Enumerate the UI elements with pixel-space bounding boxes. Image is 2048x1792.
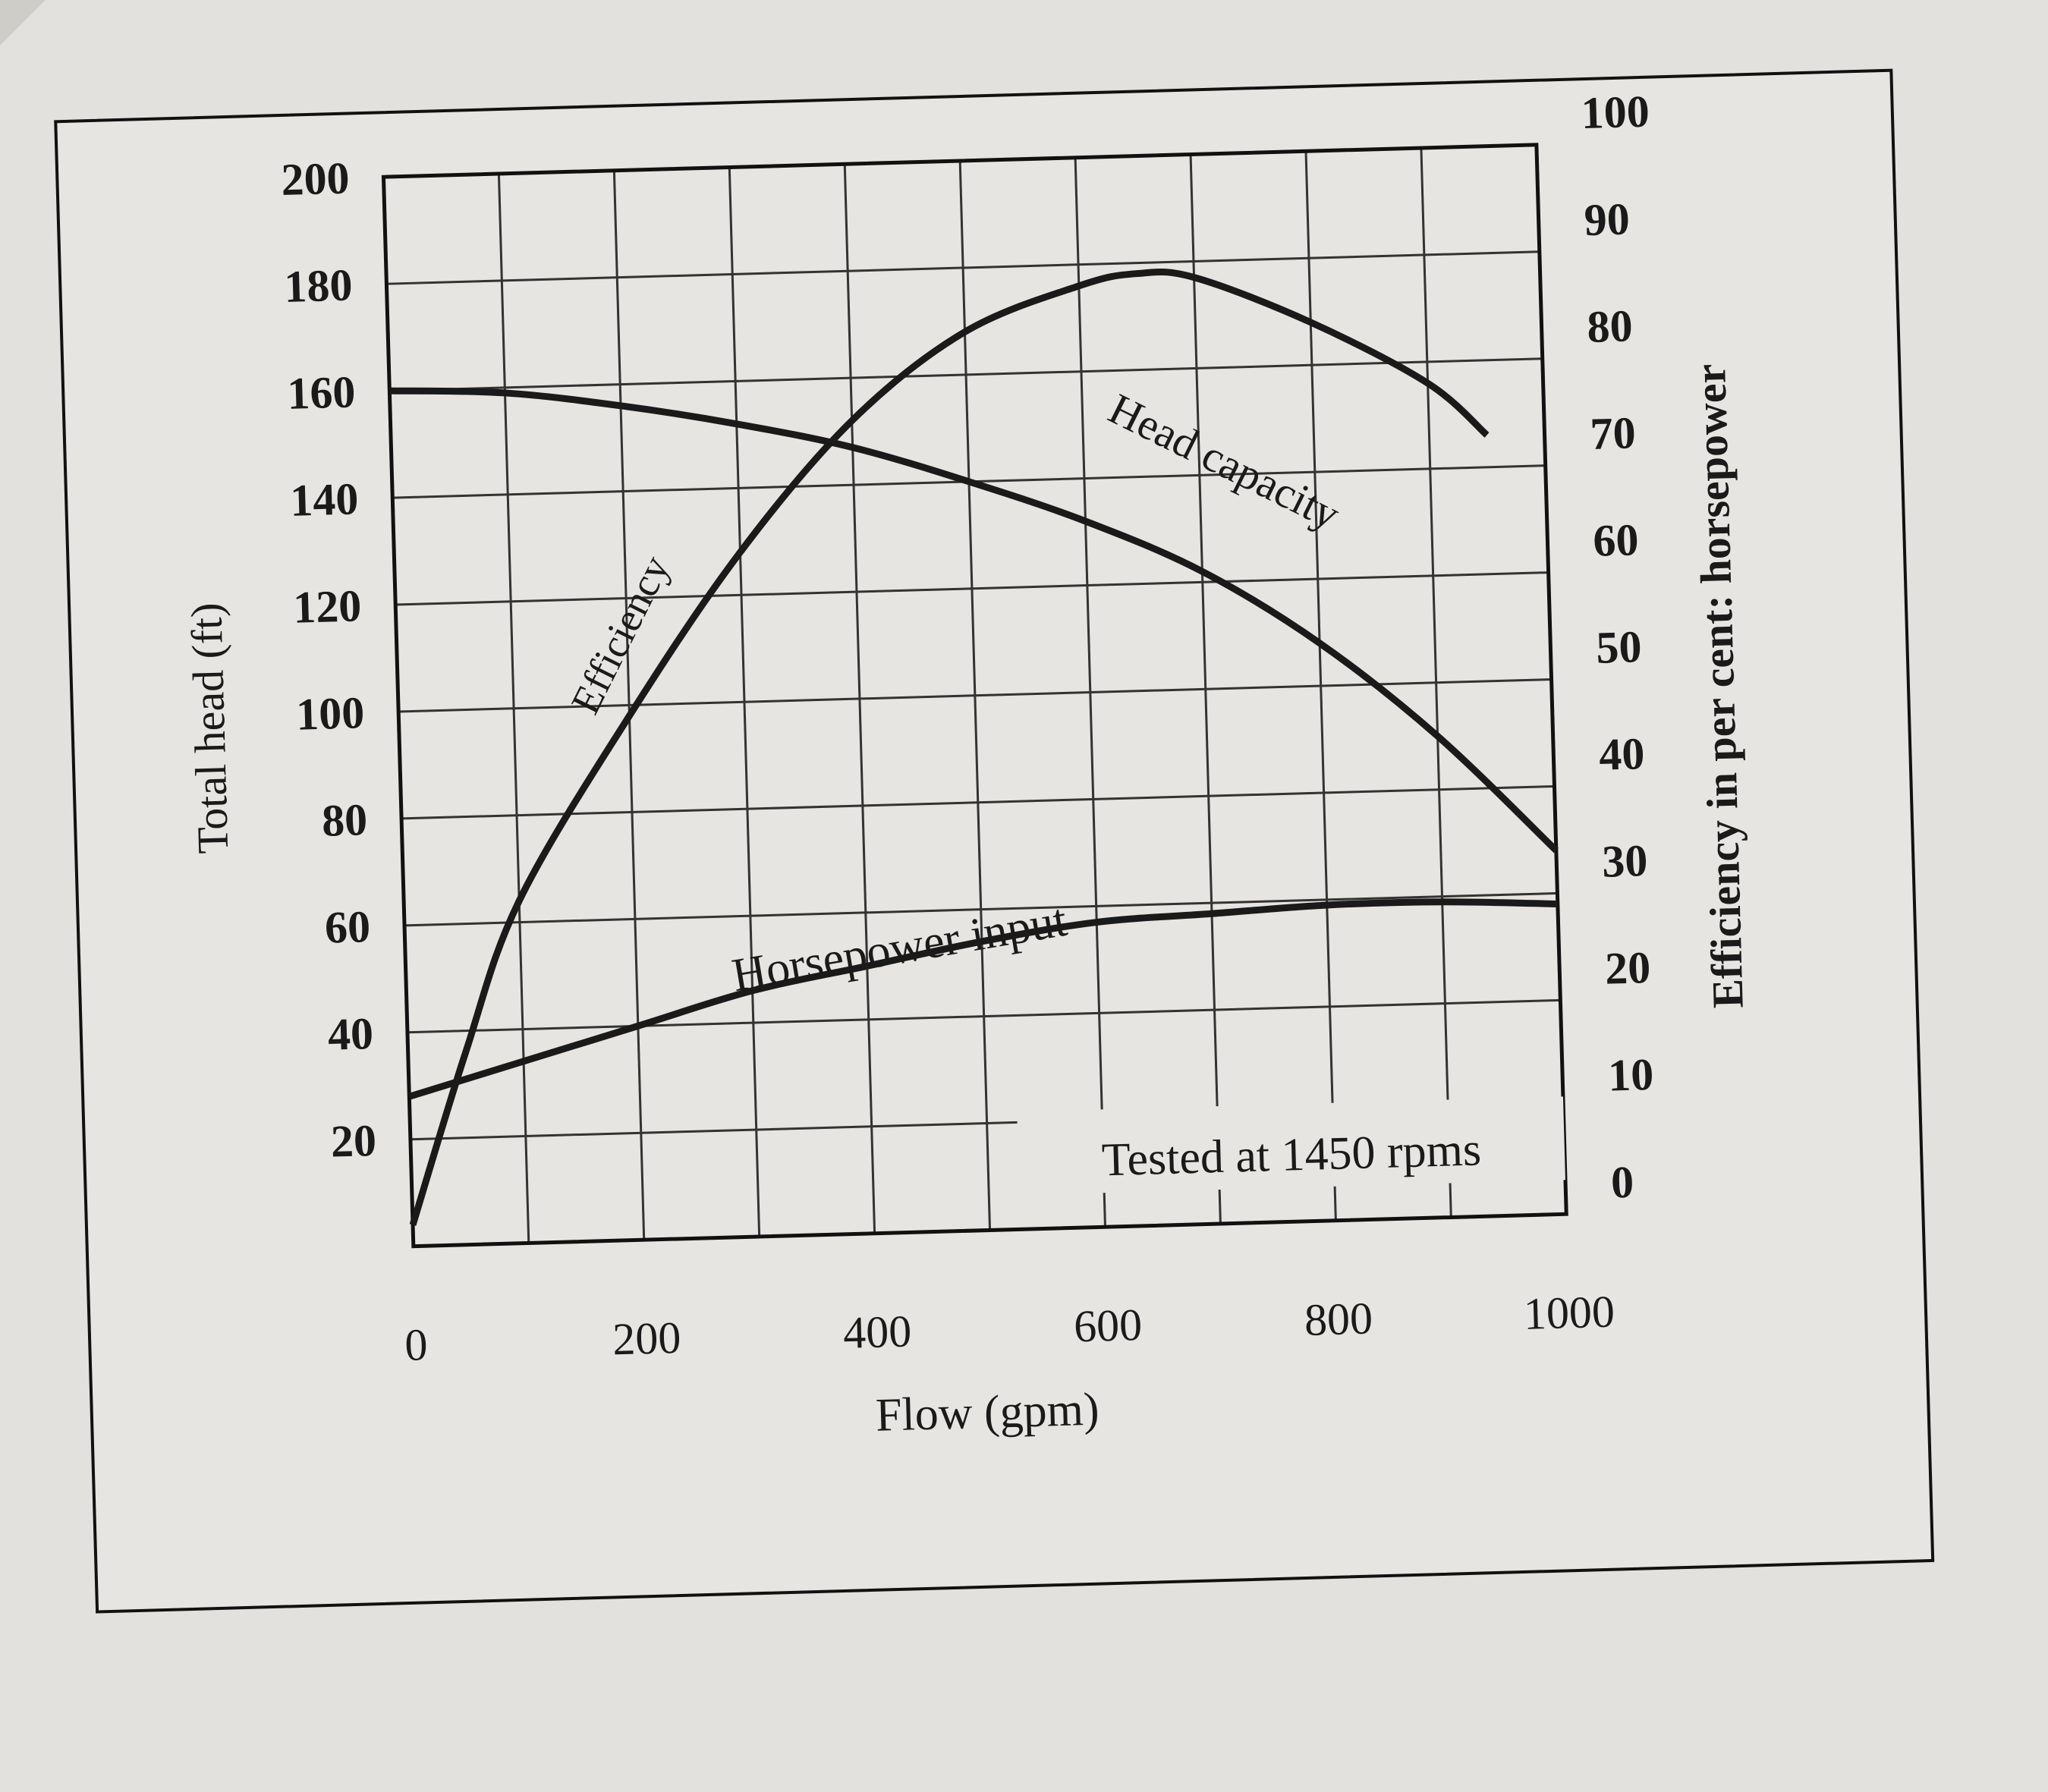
- y-tick-label: 180: [284, 259, 354, 311]
- grid-line-vertical: [1420, 148, 1452, 1218]
- y-tick-label: 60: [324, 901, 371, 953]
- y-tick-label: 140: [289, 473, 359, 525]
- x-tick-label: 600: [1073, 1300, 1143, 1351]
- y2-tick-label: 60: [1593, 514, 1640, 566]
- y-axis-label: Total head (ft): [181, 602, 238, 855]
- plot-frame: [381, 143, 1568, 1249]
- grid-line-horizontal: [404, 891, 1558, 927]
- y2-tick-label: 70: [1590, 407, 1637, 459]
- grid-line-vertical: [1189, 154, 1222, 1225]
- y-tick-label: 200: [281, 153, 351, 205]
- series-line-efficiency: [409, 268, 1490, 1226]
- y2-tick-label: 20: [1604, 942, 1651, 994]
- grid-line-horizontal: [398, 678, 1552, 713]
- y-tick-label: 20: [330, 1115, 377, 1167]
- y2-tick-label: 30: [1601, 835, 1648, 887]
- grid-line-horizontal: [407, 998, 1561, 1034]
- grid-line-vertical: [1074, 157, 1106, 1228]
- x-tick-label: 1000: [1523, 1287, 1615, 1339]
- y2-tick-label: 40: [1598, 728, 1645, 780]
- annotation-text: Tested at 1450 rpms: [1101, 1124, 1482, 1186]
- y-tick-label: 100: [295, 687, 365, 739]
- x-tick-label: 800: [1304, 1293, 1373, 1344]
- x-axis-label: Flow (gpm): [875, 1384, 1100, 1441]
- x-tick-label: 0: [404, 1319, 429, 1370]
- y2-tick-label: 0: [1610, 1157, 1634, 1208]
- y2-tick-label: 80: [1587, 300, 1634, 352]
- y2-tick-label: 50: [1596, 621, 1643, 673]
- series-line-head-capacity: [389, 387, 1559, 854]
- annotation-box: [1017, 1096, 1565, 1196]
- y-tick-label: 40: [327, 1008, 374, 1060]
- y2-tick-label: 10: [1607, 1049, 1654, 1101]
- grid-line-horizontal: [401, 784, 1555, 820]
- y2-tick-label: 100: [1581, 86, 1650, 138]
- grid-line-vertical: [1304, 151, 1337, 1221]
- y-tick-label: 80: [321, 794, 368, 846]
- series-line-horsepower-input: [408, 898, 1558, 1100]
- y-tick-label: 160: [286, 366, 356, 418]
- x-tick-label: 400: [842, 1306, 912, 1357]
- outer-frame: [54, 68, 1935, 1614]
- x-tick-label: 200: [612, 1313, 681, 1364]
- y-tick-label: 120: [292, 580, 362, 632]
- y2-tick-label: 90: [1584, 193, 1631, 245]
